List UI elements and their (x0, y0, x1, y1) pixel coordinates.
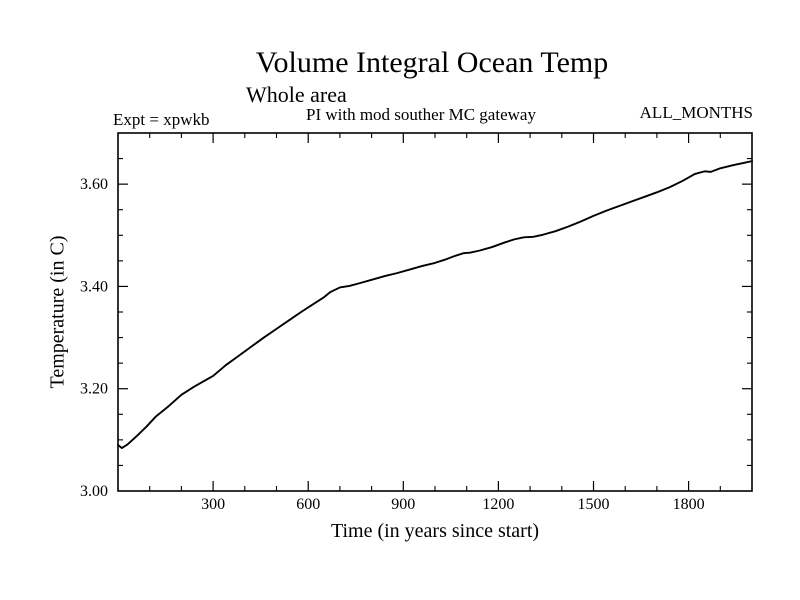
data-series (117, 160, 753, 449)
chart-subtitle: Whole area (246, 82, 347, 107)
axis-ticks (118, 133, 752, 491)
x-tick-label: 1200 (482, 496, 514, 513)
y-tick-label: 3.20 (80, 381, 108, 398)
x-tick-label: 1800 (673, 496, 705, 513)
months-label: ALL_MONTHS (639, 103, 753, 122)
experiment-label: Expt = xpwkb (113, 110, 210, 129)
temperature-line (117, 160, 753, 449)
axis-tick-labels: 300 600 900 1200 1500 1800 3.00 3.20 3.40 3.60 (80, 176, 705, 513)
y-tick-label: 3.00 (80, 483, 108, 500)
x-axis-title: Time (in years since start) (330, 520, 540, 542)
chart-annotation: PI with mod souther MC gateway (306, 105, 536, 124)
x-tick-label: 600 (296, 496, 320, 513)
x-tick-label: 1500 (578, 496, 610, 513)
x-tick-label: 900 (391, 496, 415, 513)
plot-frame (117, 132, 753, 492)
chart-title: Volume Integral Ocean Temp (255, 46, 609, 79)
x-tick-label: 300 (201, 496, 225, 513)
plot-border (117, 132, 753, 492)
y-tick-label: 3.40 (80, 278, 108, 295)
y-tick-label: 3.60 (80, 176, 108, 193)
